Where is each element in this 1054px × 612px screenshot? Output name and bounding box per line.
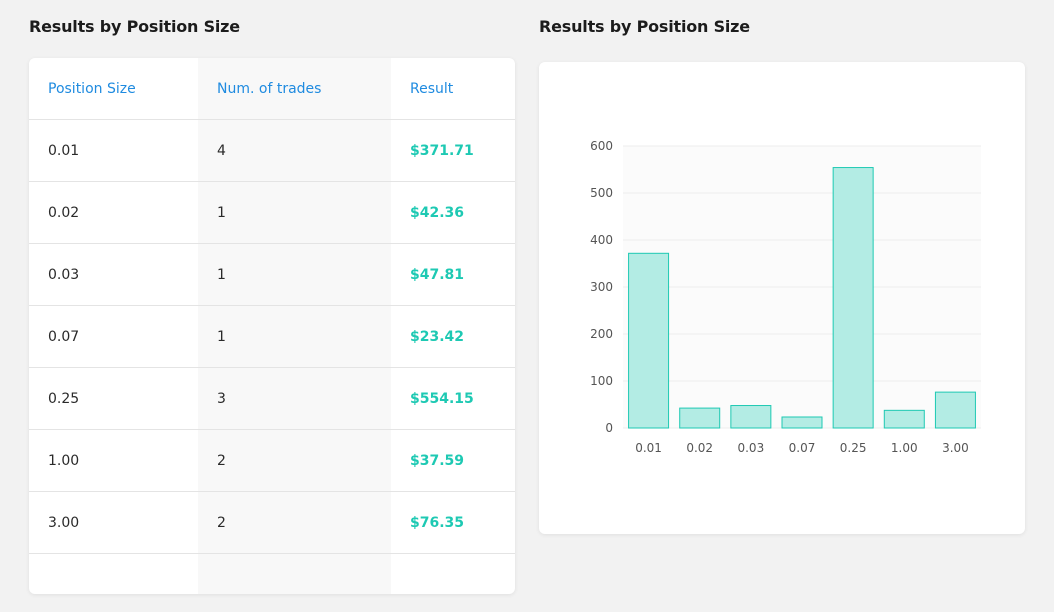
- table-section-title: Results by Position Size: [29, 17, 240, 36]
- num-trades-cell: 3: [217, 390, 226, 407]
- num-trades-cell: 2: [217, 514, 226, 531]
- results-chart-card: 0 100 200 300 400 500 600 0.01 0.02 0.03 0.07 0.25 1…: [539, 62, 1025, 534]
- x-tick-label: 3.00: [942, 441, 969, 455]
- position-size-cell: 1.00: [48, 452, 80, 469]
- y-tick-label: 200: [590, 327, 613, 341]
- result-cell: $76.35: [410, 514, 465, 531]
- result-cell: $37.59: [410, 452, 465, 469]
- x-tick-label: 0.02: [686, 441, 713, 455]
- y-tick-label: 600: [590, 139, 613, 153]
- result-cell: $23.42: [410, 328, 465, 345]
- bar: [781, 416, 823, 429]
- table-header-row: Position Size Num. of trades Result: [29, 58, 515, 120]
- table-row: 1.00 2 $37.59: [29, 430, 515, 492]
- table-row: 0.02 1 $42.36: [29, 182, 515, 244]
- num-trades-cell: 1: [217, 204, 226, 221]
- result-cell: $42.36: [410, 204, 465, 221]
- bar: [730, 405, 772, 429]
- position-size-cell: 3.00: [48, 514, 80, 531]
- x-tick-label: 1.00: [891, 441, 918, 455]
- x-tick-label: 0.07: [789, 441, 816, 455]
- results-bar-chart: 0 100 200 300 400 500 600 0.01 0.02 0.03 0.07 0.25 1…: [590, 139, 981, 455]
- y-tick-label: 500: [590, 186, 613, 200]
- chart-section-title: Results by Position Size: [539, 17, 750, 36]
- column-header-num-trades[interactable]: Num. of trades: [217, 80, 322, 97]
- result-cell: $554.15: [410, 390, 474, 407]
- bar: [934, 391, 976, 429]
- result-cell: $371.71: [410, 142, 474, 159]
- num-trades-cell: 2: [217, 452, 226, 469]
- results-table-card: Position Size Num. of trades Result 0.01…: [29, 58, 515, 594]
- bar: [679, 407, 721, 429]
- result-cell: $47.81: [410, 266, 465, 283]
- table-row: 0.03 1 $47.81: [29, 244, 515, 306]
- bar: [628, 252, 670, 429]
- y-tick-label: 300: [590, 280, 613, 294]
- table-row: 0.07 1 $23.42: [29, 306, 515, 368]
- column-stripe: [198, 58, 391, 594]
- x-tick-label: 0.01: [635, 441, 662, 455]
- x-tick-label: 0.03: [737, 441, 764, 455]
- bar: [883, 409, 925, 429]
- x-tick-label: 0.25: [840, 441, 867, 455]
- num-trades-cell: 1: [217, 328, 226, 345]
- y-tick-label: 100: [590, 374, 613, 388]
- column-header-result[interactable]: Result: [410, 80, 454, 97]
- y-tick-label: 400: [590, 233, 613, 247]
- column-header-position-size[interactable]: Position Size: [48, 80, 136, 97]
- table-row: 0.25 3 $554.15: [29, 368, 515, 430]
- y-tick-label: 0: [605, 421, 613, 435]
- bar: [832, 167, 874, 429]
- table-row: 3.00 2 $76.35: [29, 492, 515, 554]
- position-size-cell: 0.02: [48, 204, 80, 221]
- position-size-cell: 0.25: [48, 390, 80, 407]
- position-size-cell: 0.03: [48, 266, 80, 283]
- position-size-cell: 0.01: [48, 142, 80, 159]
- results-table: Position Size Num. of trades Result 0.01…: [29, 58, 515, 594]
- table-row: 0.01 4 $371.71: [29, 120, 515, 182]
- num-trades-cell: 1: [217, 266, 226, 283]
- num-trades-cell: 4: [217, 142, 226, 159]
- position-size-cell: 0.07: [48, 328, 80, 345]
